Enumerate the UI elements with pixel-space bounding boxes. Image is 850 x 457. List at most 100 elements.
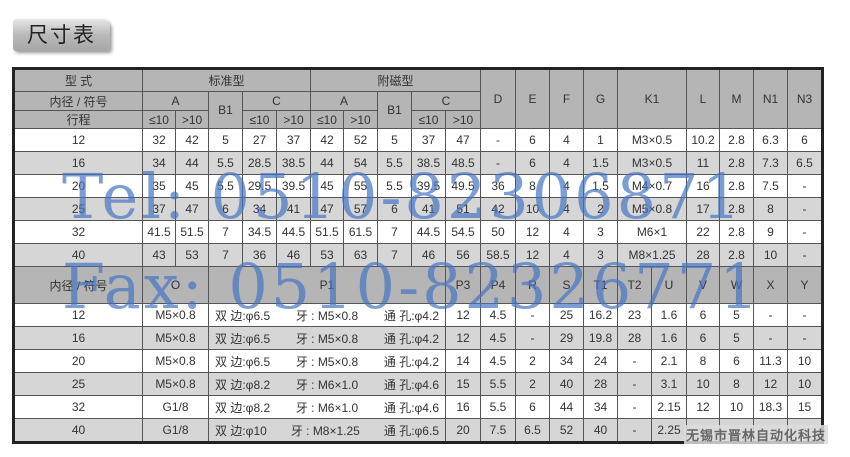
table-cell: 58.5 xyxy=(480,243,516,267)
table-cell: 4 xyxy=(549,151,584,175)
table-cell: 10 xyxy=(686,372,720,396)
table-cell: 52 xyxy=(549,418,584,443)
bore-cell: 12 xyxy=(13,303,143,327)
table-cell: 28.5 xyxy=(242,151,277,175)
table-cell: 28 xyxy=(617,326,652,350)
table-cell: 53 xyxy=(310,243,344,267)
table-cell: M3×0.5 xyxy=(617,151,687,175)
table-cell: 4.5 xyxy=(480,349,516,373)
col-E: E xyxy=(515,68,550,129)
table-cell: 10 xyxy=(719,395,754,419)
table-cell: 2.1 xyxy=(651,349,687,373)
port-O-cell: G1/8 xyxy=(142,395,209,419)
table-cell: 8 xyxy=(515,174,550,198)
table-cell: 1.5 xyxy=(583,151,618,175)
table-cell: 47 xyxy=(445,128,481,152)
table-cell: - xyxy=(753,326,788,350)
col-M: M xyxy=(719,68,754,129)
bore-label: 内径 / 符号 xyxy=(13,91,143,111)
table-cell: 44 xyxy=(549,395,584,419)
p1-p1c: 通 孔:φ4.6 xyxy=(383,377,439,392)
table-cell: 40 xyxy=(583,418,618,443)
table-cell: - xyxy=(617,372,652,396)
p1-p1b: 牙 : M6×1.0 xyxy=(295,377,359,392)
p1-p1a: 双 边:φ6.5 xyxy=(215,331,271,346)
table-cell: 2.15 xyxy=(651,395,687,419)
col-O: O xyxy=(142,266,209,304)
table-cell: 7.5 xyxy=(480,418,516,443)
table-cell: 8 xyxy=(719,372,754,396)
table-cell: 2 xyxy=(515,349,550,373)
table-cell: 6 xyxy=(686,326,720,350)
table-cell: 6 xyxy=(515,395,550,419)
col-K1: K1 xyxy=(617,68,687,129)
table-cell: 4 xyxy=(549,220,584,244)
table-cell: 3.1 xyxy=(651,372,687,396)
table-cell: 10.2 xyxy=(686,128,720,152)
table-cell: - xyxy=(787,326,823,350)
col-R: R xyxy=(515,266,550,304)
table-cell: 18.3 xyxy=(753,395,788,419)
table-cell: 2 xyxy=(583,197,618,221)
table-cell: 43 xyxy=(142,243,176,267)
table-cell: 25 xyxy=(13,197,143,221)
col-N3: N3 xyxy=(787,68,823,129)
table-cell: - xyxy=(787,220,823,244)
table-cell: 57 xyxy=(343,197,378,221)
table-cell: 54 xyxy=(343,151,378,175)
table-cell: 12 xyxy=(515,220,550,244)
table-cell: 61.5 xyxy=(343,220,378,244)
table-cell: 5 xyxy=(719,303,754,327)
col-B1-standard: B1 xyxy=(208,91,243,129)
table-cell: 44 xyxy=(175,151,209,175)
table-cell: 55 xyxy=(343,174,378,198)
table-row: 12 32 42 5 27 37 42 52 5 37 47-6 4 1 M3×0.5 10.2 2.8 6.3… xyxy=(13,128,823,152)
table-cell: 34 xyxy=(549,349,584,373)
col-T1: T1 xyxy=(583,266,618,304)
bore-cell: 20 xyxy=(13,349,143,373)
table-cell: 10 xyxy=(515,197,550,221)
table-cell: 6.3 xyxy=(753,128,788,152)
table-cell: 29.5 xyxy=(242,174,277,198)
col-X: X xyxy=(753,266,788,304)
table-row: 16 34 44 5.5 28.5 38.5 44 54 5.5 38.5 48.5-6 4 1.5 M3… xyxy=(13,151,823,175)
table-cell: 1.5 xyxy=(583,174,618,198)
col-A-standard: A xyxy=(142,91,209,111)
table-cell: 27 xyxy=(242,128,277,152)
stroke-gt10: >10 xyxy=(343,110,378,129)
p1-cell: 双 边:φ6.5 牙 : M5×0.8 通 孔:φ4.2 xyxy=(208,303,446,327)
table-cell: 10 xyxy=(787,372,823,396)
table-cell: 34 xyxy=(242,197,277,221)
standard-type-header: 标准型 xyxy=(142,68,311,92)
port-O-cell: M5×0.8 xyxy=(142,349,209,373)
table-cell: 52 xyxy=(343,128,378,152)
col-N1: N1 xyxy=(753,68,788,129)
p1-p1b: 牙 : M8×1.25 xyxy=(290,423,360,438)
col-V: V xyxy=(686,266,720,304)
table-cell: 5 xyxy=(377,128,412,152)
table-cell: 2.8 xyxy=(719,220,754,244)
table-cell: 37 xyxy=(276,128,311,152)
p1-p1b: 牙 : M5×0.8 xyxy=(295,331,359,346)
table-cell: 56 xyxy=(445,243,481,267)
table-cell: 15 xyxy=(445,372,481,396)
table-cell: 38.5 xyxy=(411,151,446,175)
table-cell: 40 xyxy=(13,243,143,267)
table-cell: 2.8 xyxy=(719,197,754,221)
col-L: L xyxy=(686,68,720,129)
table-cell: 2 xyxy=(515,372,550,396)
table-cell: 42 xyxy=(310,128,344,152)
p1-p1c: 通 孔:φ4.2 xyxy=(383,308,439,323)
table-cell: 45 xyxy=(310,174,344,198)
col-G: G xyxy=(583,68,618,129)
table-cell: 12 xyxy=(445,303,481,327)
table-cell: 3 xyxy=(583,220,618,244)
table-cell: 7 xyxy=(377,243,412,267)
table-cell: 5.5 xyxy=(208,151,243,175)
stroke-le10: ≤10 xyxy=(242,110,277,129)
table-cell: 24 xyxy=(583,349,618,373)
table-cell: 46 xyxy=(276,243,311,267)
table-cell: 4.5 xyxy=(480,326,516,350)
p1-cell: 双 边:φ6.5 牙 : M5×0.8 通 孔:φ4.2 xyxy=(208,326,446,350)
table-cell: 5 xyxy=(719,326,754,350)
